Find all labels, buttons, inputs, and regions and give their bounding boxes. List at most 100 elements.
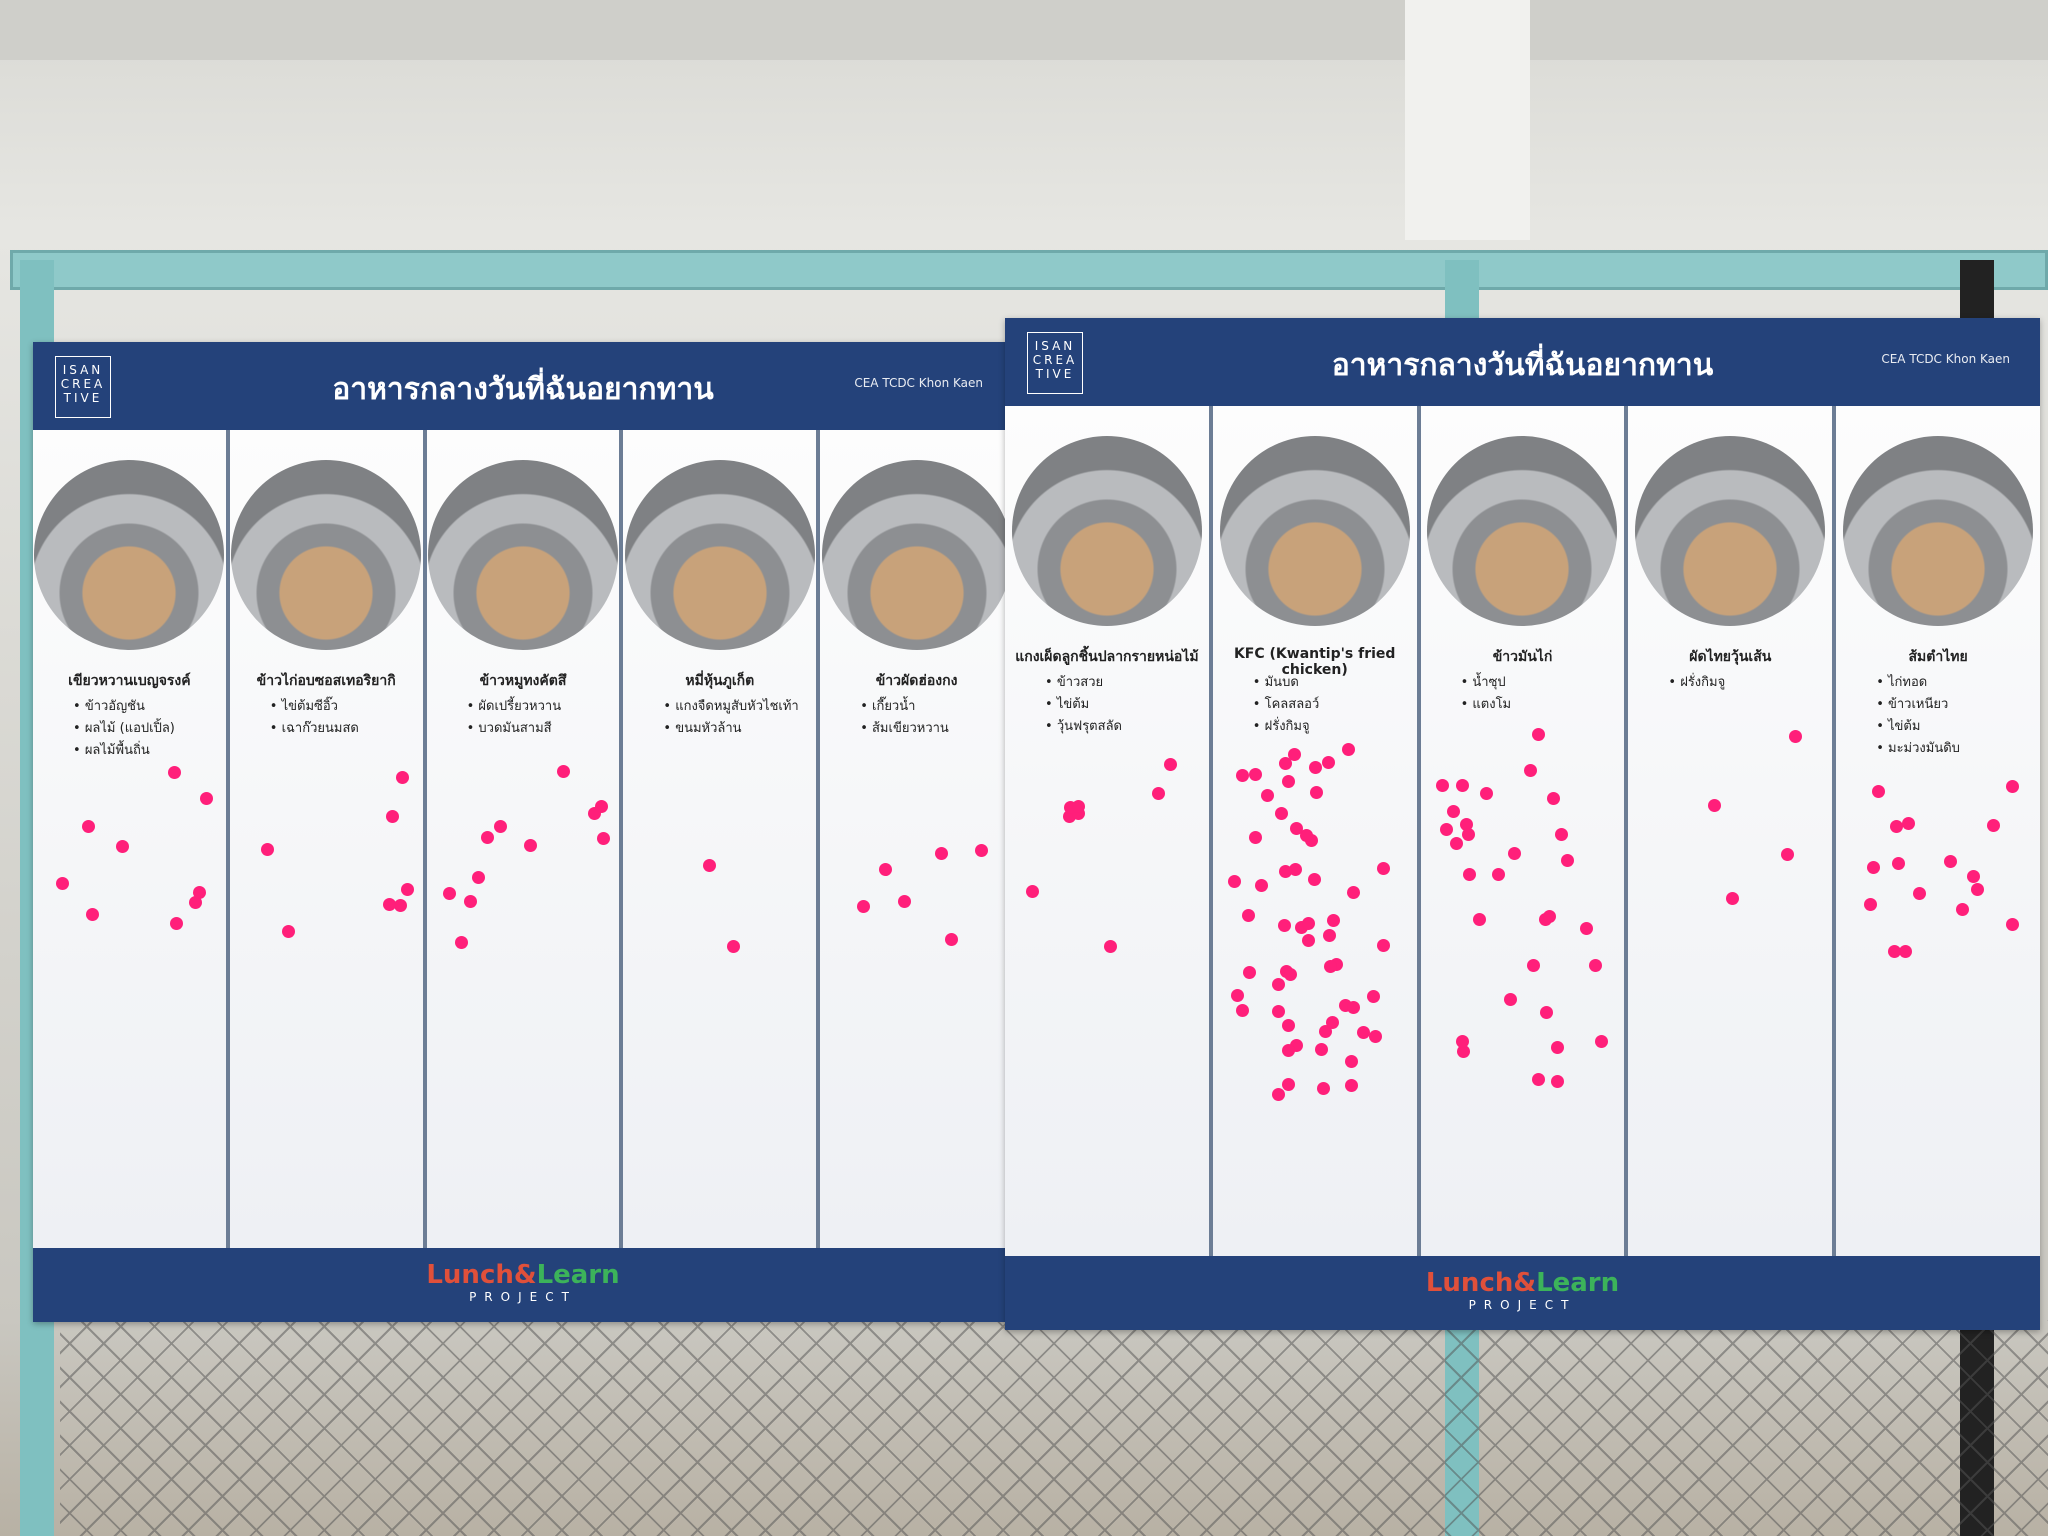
vote-sticker bbox=[260, 843, 274, 857]
menu-columns: แกงเผ็ดลูกชิ้นปลากรายหน่อไม้ ข้าวสวยไข่ต… bbox=[1005, 406, 2040, 1256]
dish-name: ข้าวผัดฮ่องกง bbox=[875, 673, 958, 689]
vote-sticker bbox=[1863, 898, 1877, 912]
vote-sticker bbox=[1366, 990, 1380, 1004]
side-dish: ไข่ต้มซีอิ๊ว bbox=[270, 696, 415, 718]
side-dish: มันบด bbox=[1253, 672, 1409, 694]
menu-column: หมี่หุ้นภูเก็ต แกงจืดหมูสับหัวไชเท้าขนมห… bbox=[623, 430, 821, 1248]
side-dish: วุ้นฟรุตสลัด bbox=[1045, 716, 1201, 738]
vote-sticker bbox=[55, 877, 69, 891]
vote-sticker bbox=[189, 896, 203, 910]
side-dish: ขนมหัวล้าน bbox=[663, 718, 808, 740]
vote-sticker bbox=[1871, 784, 1885, 798]
vote-sticker bbox=[1289, 862, 1303, 876]
vote-sticker bbox=[1231, 989, 1245, 1003]
dish-name: ข้าวมันไก่ bbox=[1492, 649, 1553, 665]
vote-sticker bbox=[1163, 758, 1177, 772]
menu-column: ข้าวหมูทงคัตสึ ผัดเปรี้ยวหวานบวดมันสามสี bbox=[426, 430, 624, 1248]
side-dish: ฝรั่งกิมจู bbox=[1253, 716, 1409, 738]
vote-sticker bbox=[1439, 822, 1453, 836]
fence-frame bbox=[10, 250, 2048, 290]
vote-sticker bbox=[192, 886, 206, 900]
vote-sticker bbox=[1377, 862, 1391, 876]
vote-sticker bbox=[1456, 779, 1470, 793]
vote-sticker bbox=[1346, 885, 1360, 899]
vote-sticker bbox=[1780, 847, 1794, 861]
vote-sticker bbox=[1526, 959, 1540, 973]
vote-sticker bbox=[1368, 1029, 1382, 1043]
vote-sticker bbox=[1867, 861, 1881, 875]
vote-sticker bbox=[1301, 917, 1315, 931]
dish-name: ผัดไทยวุ้นเส้น bbox=[1689, 649, 1772, 665]
side-dish: น้ำซุป bbox=[1461, 672, 1617, 694]
vote-sticker bbox=[82, 820, 96, 834]
vote-sticker bbox=[1310, 786, 1324, 800]
partner-logos: CEA TCDC Khon Kaen bbox=[1881, 352, 2010, 366]
festival-logo: ISAN CREA TIVE bbox=[55, 356, 111, 418]
vote-sticker bbox=[1449, 837, 1463, 851]
side-dish: ผลไม้พื้นถิ่น bbox=[73, 740, 218, 762]
vote-sticker bbox=[897, 895, 911, 909]
vote-sticker bbox=[1377, 939, 1391, 953]
vote-sticker bbox=[1899, 945, 1913, 959]
side-dishes: มันบดโคลสลอว์ฝรั่งกิมจู bbox=[1253, 672, 1409, 738]
lunch-learn-logo: Lunch&Learn bbox=[1425, 1268, 1620, 1298]
side-dish: บวดมันสามสี bbox=[467, 718, 612, 740]
side-dish: ไข่ต้ม bbox=[1876, 716, 2032, 738]
vote-sticker bbox=[1542, 909, 1556, 923]
menu-column: แกงเผ็ดลูกชิ้นปลากรายหน่อไม้ ข้าวสวยไข่ต… bbox=[1005, 406, 1213, 1256]
side-dish: โคลสลอว์ bbox=[1253, 694, 1409, 716]
vote-sticker bbox=[1507, 847, 1521, 861]
vote-sticker bbox=[1235, 769, 1249, 783]
vote-sticker bbox=[1314, 1042, 1328, 1056]
vote-sticker bbox=[1540, 1006, 1554, 1020]
vote-sticker bbox=[1579, 921, 1593, 935]
vote-sticker bbox=[1241, 908, 1255, 922]
side-dish: เกี๊ยวน้ำ bbox=[860, 696, 1005, 718]
vote-sticker bbox=[1282, 775, 1296, 789]
side-dishes: ฝรั่งกิมจู bbox=[1668, 672, 1824, 694]
vote-sticker bbox=[597, 832, 611, 846]
vote-sticker bbox=[1279, 865, 1293, 879]
vote-sticker bbox=[1282, 1018, 1296, 1032]
project-label: PROJECT bbox=[469, 1290, 577, 1304]
dish-name: ข้าวหมูทงคัตสึ bbox=[479, 673, 567, 689]
pillar bbox=[1405, 0, 1530, 240]
vote-sticker bbox=[1943, 854, 1957, 868]
dish-name: แกงเผ็ดลูกชิ้นปลากรายหน่อไม้ bbox=[1015, 649, 1199, 665]
vote-sticker bbox=[85, 908, 99, 922]
vote-sticker bbox=[1272, 1088, 1286, 1102]
dish-name: เขียวหวานเบญจรงค์ bbox=[68, 673, 191, 689]
poster-title: อาหารกลางวันที่ฉันอยากทาน bbox=[332, 372, 714, 407]
vote-sticker bbox=[1323, 959, 1337, 973]
vote-sticker bbox=[1547, 792, 1561, 806]
vote-sticker bbox=[1532, 727, 1546, 741]
vote-sticker bbox=[169, 916, 183, 930]
vote-sticker bbox=[393, 898, 407, 912]
vote-sticker bbox=[1327, 913, 1341, 927]
vote-sticker bbox=[1227, 875, 1241, 889]
vote-sticker bbox=[1341, 742, 1355, 756]
side-dishes: เกี๊ยวน้ำส้มเขียวหวาน bbox=[860, 696, 1005, 740]
side-dish: ข้าวเหนียว bbox=[1876, 694, 2032, 716]
vote-sticker bbox=[1317, 1081, 1331, 1095]
menu-columns: เขียวหวานเบญจรงค์ ข้าวอัญชันผลไม้ (แอปเป… bbox=[33, 430, 1013, 1248]
vote-sticker bbox=[1901, 817, 1915, 831]
vote-sticker bbox=[879, 863, 893, 877]
vote-sticker bbox=[1345, 1054, 1359, 1068]
vote-sticker bbox=[1356, 1026, 1370, 1040]
food-tray-photo bbox=[624, 460, 815, 650]
side-dish: ไก่ทอด bbox=[1876, 672, 2032, 694]
vote-sticker bbox=[1531, 1072, 1545, 1086]
vote-sticker bbox=[1912, 886, 1926, 900]
side-dishes: ผัดเปรี้ยวหวานบวดมันสามสี bbox=[467, 696, 612, 740]
vote-sticker bbox=[1472, 913, 1486, 927]
vote-sticker bbox=[1589, 959, 1603, 973]
vote-sticker bbox=[1966, 870, 1980, 884]
vote-sticker bbox=[856, 899, 870, 913]
side-dish: ข้าวอัญชัน bbox=[73, 696, 218, 718]
vote-sticker bbox=[1891, 856, 1905, 870]
vote-sticker bbox=[1550, 1075, 1564, 1089]
vote-sticker bbox=[1461, 827, 1475, 841]
vote-sticker bbox=[1321, 755, 1335, 769]
side-dishes: ข้าวสวยไข่ต้มวุ้นฟรุตสลัด bbox=[1045, 672, 1201, 738]
